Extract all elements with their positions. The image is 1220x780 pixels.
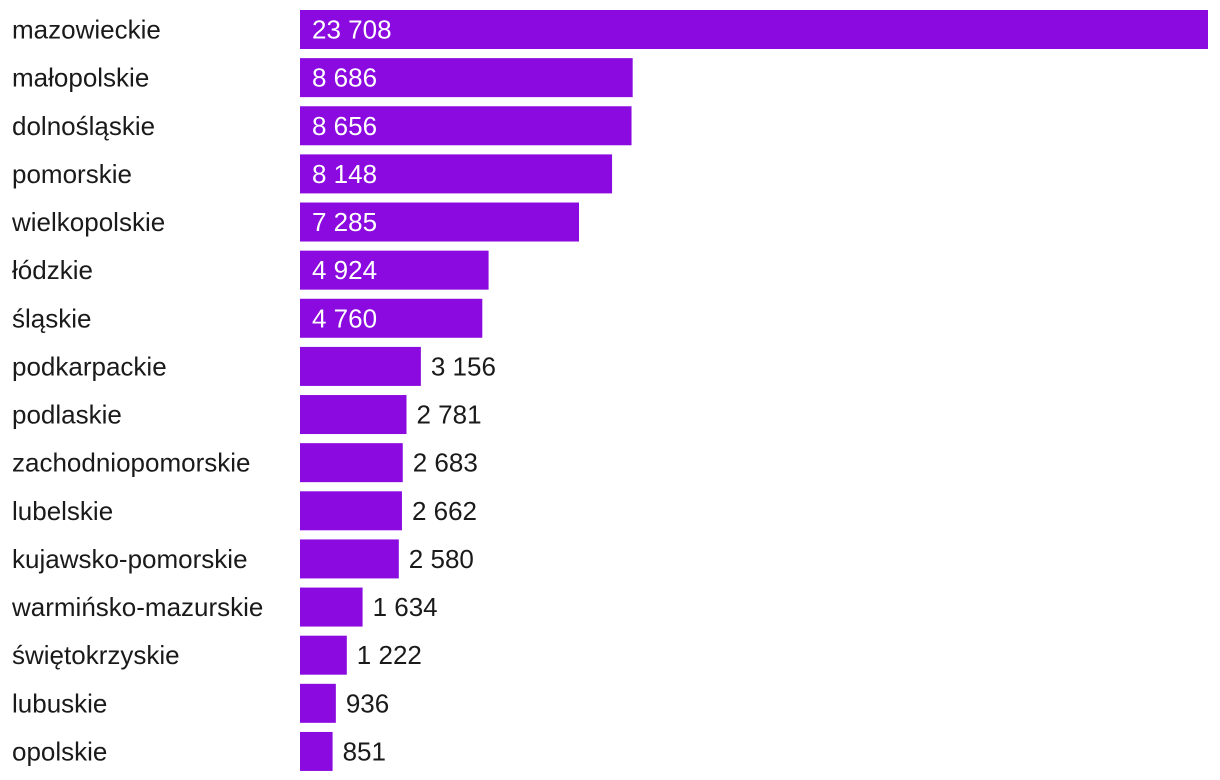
bar: [300, 250, 489, 290]
bar: [300, 587, 363, 627]
value-label: 23 708: [312, 15, 392, 45]
bar: [300, 539, 399, 579]
bar: [300, 443, 403, 483]
bar: [300, 106, 632, 146]
value-label: 8 686: [312, 63, 377, 93]
category-label: śląskie: [12, 303, 91, 333]
category-label: warmińsko-mazurskie: [11, 592, 263, 622]
bar: [300, 731, 333, 771]
category-label: świętokrzyskie: [12, 640, 180, 670]
category-label: wielkopolskie: [11, 207, 165, 237]
category-label: lubuskie: [12, 688, 107, 718]
value-label: 1 634: [373, 592, 438, 622]
value-label: 3 156: [431, 351, 496, 381]
category-label: łódzkie: [12, 255, 93, 285]
category-label: opolskie: [12, 736, 107, 766]
category-label: podkarpackie: [12, 351, 167, 381]
value-label: 4 760: [312, 303, 377, 333]
category-label: lubelskie: [12, 496, 113, 526]
bar: [300, 58, 633, 98]
bar: [300, 154, 613, 194]
bar: [300, 491, 402, 531]
value-label: 1 222: [357, 640, 422, 670]
value-label: 4 924: [312, 255, 377, 285]
value-label: 2 781: [417, 400, 482, 430]
bar: [300, 683, 336, 723]
value-label: 7 285: [312, 207, 377, 237]
category-label: pomorskie: [12, 159, 132, 189]
category-label: podlaskie: [12, 400, 122, 430]
value-label: 2 580: [409, 544, 474, 574]
bar: [300, 635, 347, 675]
bar: [300, 202, 580, 242]
value-label: 2 683: [413, 448, 478, 478]
bar: [300, 395, 407, 435]
bar: [300, 298, 483, 338]
category-label: kujawsko-pomorskie: [12, 544, 248, 574]
category-label: mazowieckie: [12, 15, 161, 45]
value-label: 8 656: [312, 111, 377, 141]
bar: [300, 10, 1208, 49]
value-label: 8 148: [312, 159, 377, 189]
value-label: 936: [346, 688, 389, 718]
bar: [300, 346, 421, 386]
category-label: zachodniopomorskie: [12, 448, 250, 478]
category-label: małopolskie: [12, 63, 149, 93]
value-label: 2 662: [412, 496, 477, 526]
value-label: 851: [343, 736, 386, 766]
category-label: dolnośląskie: [12, 111, 155, 141]
